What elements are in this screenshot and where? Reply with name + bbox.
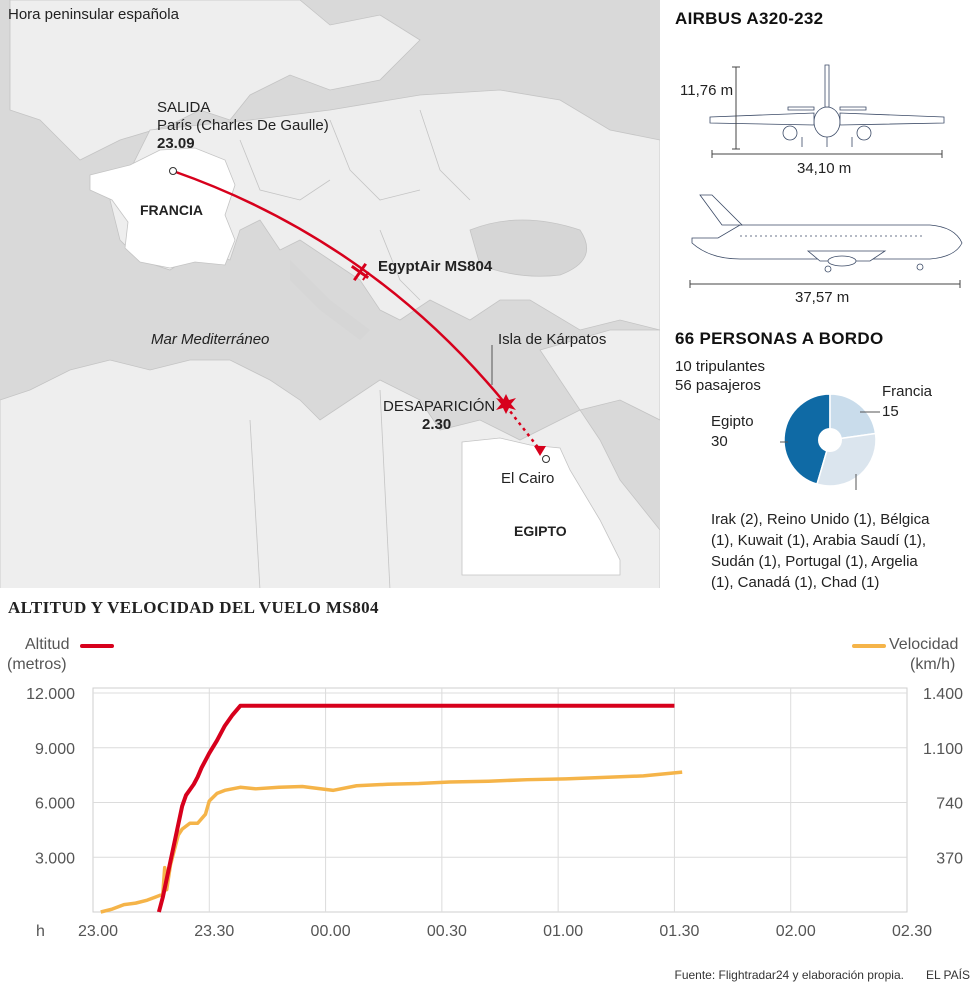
france-legend-label: Francia [882,383,933,400]
flight-label: EgyptAir MS804 [378,258,493,275]
crew-count: 10 tripulantes [675,358,766,375]
disappearance-time: 2.30 [422,416,452,433]
left-tick-label: 3.000 [35,850,75,867]
map-borders [239,109,471,588]
france-highlight [89,147,236,269]
x-tick-label: 02.00 [776,923,816,940]
other-nationalities: Irak (2), Reino Unido (1), Bélgica (1), … [711,511,930,591]
altitude-line [156,703,675,913]
left-axis-label: Altitud [25,636,70,653]
island-label: Isla de Kárpatos [498,331,607,348]
speed-line [100,770,683,914]
x-tick-label: 23.30 [194,923,234,940]
aircraft-diagram [689,64,963,288]
france-legend-value: 15 [882,403,899,420]
right-tick-label: 370 [936,850,963,867]
x-tick-label: 01.30 [659,923,699,940]
sea-label: Mar Mediterráneo [151,331,270,348]
source-note: Fuente: Flightradar24 y elaboración prop… [674,968,970,982]
route-map [0,0,660,588]
x-axis-label: h [36,923,45,940]
x-tick-label: 00.00 [311,923,351,940]
left-axis-unit: (metros) [7,656,67,673]
departure-airport: París (Charles De Gaulle) [157,117,329,134]
aircraft-title: AIRBUS A320-232 [675,9,824,28]
cairo-dot [542,455,550,463]
aircraft-wingspan: 34,10 m [797,160,852,177]
disappearance-label: DESAPARICIÓN [383,398,496,415]
departure-time: 23.09 [157,135,195,152]
right-tick-label: 1.400 [923,686,963,703]
nationality-donut [780,393,880,490]
altitude-speed-chart: 12.000 1.400 9.000 1.100 6.000 740 3.000 370 23.… [26,686,963,940]
cairo-label: El Cairo [501,470,555,487]
paris-dot [169,167,177,175]
timezone-note: Hora peninsular española [8,6,179,23]
brand-label: EL PAÍS [925,968,970,982]
x-tick-label: 02.30 [892,923,932,940]
x-tick-label: 01.00 [543,923,583,940]
donut-slice-france [829,393,877,441]
egypt-label: EGIPTO [514,523,567,539]
route-arrow [534,446,546,456]
right-axis-label: Velocidad [889,636,959,653]
side-view-icon [691,194,963,273]
flight-route [172,169,505,403]
x-tick-label: 23.00 [78,923,118,940]
egypt-legend-value: 30 [711,433,728,450]
plot-frame [92,687,908,913]
aircraft-height: 11,76 m [680,82,734,99]
x-tick-label: 00.30 [427,923,467,940]
departure-label: SALIDA [157,99,211,116]
chart-title: ALTITUD Y VELOCIDAD DEL VUELO MS804 [8,598,379,617]
egypt-legend-label: Egipto [711,413,754,430]
front-view-icon [709,64,945,147]
speed-legend-swatch [852,644,886,648]
altitude-legend-swatch [80,644,114,648]
map-adriatic [290,260,370,340]
egypt-highlight [461,437,621,576]
map-black-sea [469,219,588,277]
passengers-title: 66 PERSONAS A BORDO [675,329,884,348]
plane-icon [350,262,370,282]
right-axis-unit: (km/h) [910,656,956,673]
left-tick-label: 6.000 [35,796,75,813]
disappearance-icon [496,394,516,414]
right-tick-label: 740 [936,796,963,813]
donut-slice-egypt [783,393,831,486]
left-tick-label: 9.000 [35,741,75,758]
aircraft-length: 37,57 m [795,289,850,306]
passenger-count: 56 pasajeros [675,377,761,394]
right-tick-label: 1.100 [923,741,963,758]
left-tick-label: 12.000 [26,686,75,703]
france-label: FRANCIA [140,202,203,218]
projected-route [505,405,541,451]
